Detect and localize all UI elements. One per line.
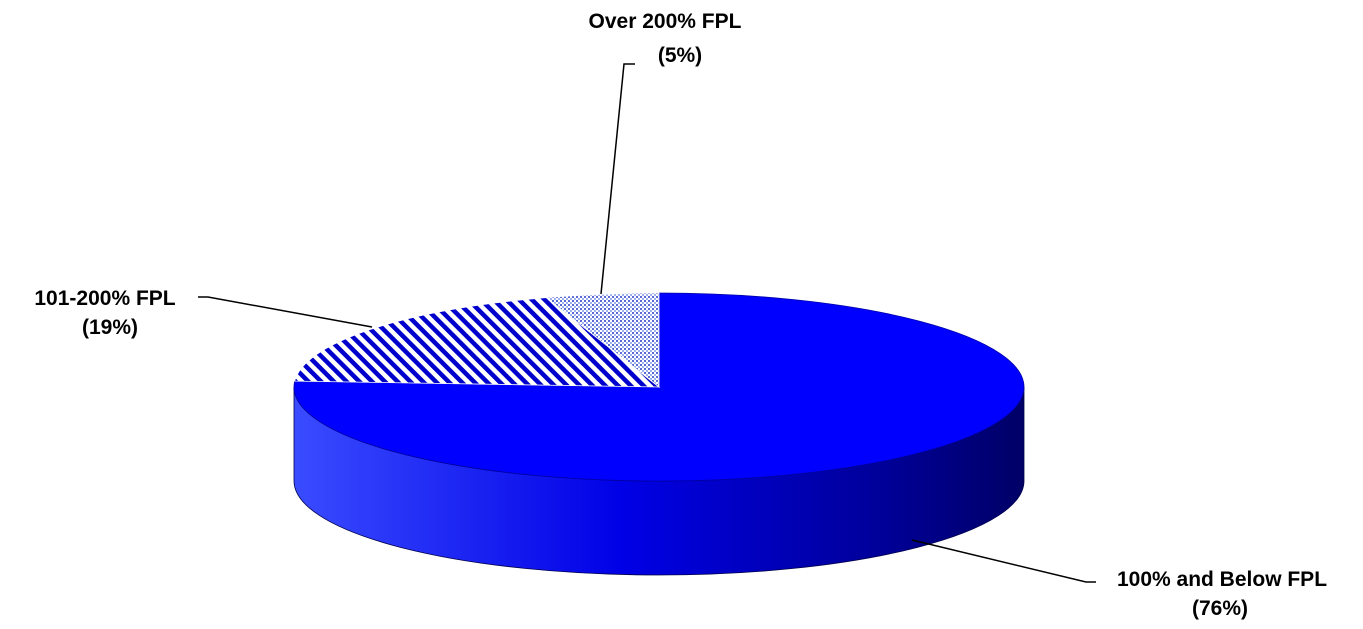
slice-label-over-200: Over 200% FPL (5%) xyxy=(589,10,742,67)
slice-label-100-below: 100% and Below FPL (76%) xyxy=(1117,568,1327,620)
slice-label-name: 100% and Below FPL xyxy=(1117,568,1327,591)
pie-slice-101-200-fpl xyxy=(294,297,661,388)
slice-label-value: (76%) xyxy=(1192,597,1248,620)
leader-line-101-200 xyxy=(198,296,373,328)
slice-label-name: 101-200% FPL xyxy=(34,287,175,310)
leader-line-100-below xyxy=(911,539,1096,583)
pie-top-layer xyxy=(293,292,1025,482)
leader-line-over-200 xyxy=(600,63,635,295)
pie-slice-over-200-fpl xyxy=(545,292,660,388)
slice-label-value: (5%) xyxy=(658,44,702,67)
slice-label-value: (19%) xyxy=(82,316,138,339)
slice-label-101-200: 101-200% FPL (19%) xyxy=(34,287,175,339)
slice-label-name: Over 200% FPL xyxy=(589,10,742,33)
